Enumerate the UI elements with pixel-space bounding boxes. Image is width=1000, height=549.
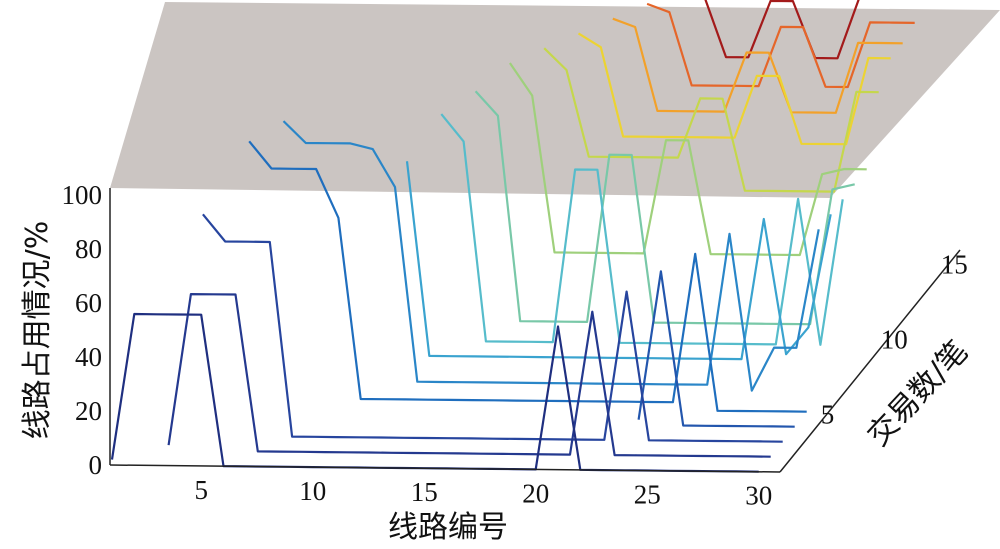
series-line-z8 bbox=[440, 113, 844, 346]
series-line-z13 bbox=[612, 17, 903, 114]
y-axis-label: 线路占用情况/% bbox=[20, 221, 55, 440]
axes-frame bbox=[109, 188, 961, 473]
x-tick-label: 20 bbox=[522, 478, 549, 508]
series-line-z1 bbox=[110, 312, 759, 473]
z-tick-label: 10 bbox=[881, 325, 908, 355]
x-axis-label: 线路编号 bbox=[388, 510, 508, 545]
x-tick-label: 30 bbox=[745, 481, 772, 511]
z-tick-label: 15 bbox=[941, 250, 968, 280]
series-line-z2 bbox=[167, 293, 771, 458]
z-tick-label: 5 bbox=[821, 400, 835, 430]
y-tick-label: 60 bbox=[75, 288, 102, 318]
series-line-z5 bbox=[248, 140, 807, 413]
z-axis-line bbox=[779, 249, 961, 473]
y-tick-label: 40 bbox=[75, 342, 102, 372]
z-tick-labels: 5 10 15 bbox=[821, 250, 968, 430]
series-line-z3 bbox=[202, 213, 783, 443]
series-line-z10 bbox=[508, 62, 867, 257]
y-tick-label: 0 bbox=[89, 450, 103, 480]
series-line-z4 bbox=[637, 270, 795, 428]
series-line-z6 bbox=[282, 120, 820, 392]
reference-plane-100 bbox=[110, 2, 1000, 198]
x-tick-label: 10 bbox=[299, 476, 326, 506]
y-tick-labels: 0 20 40 60 80 100 bbox=[62, 180, 103, 480]
y-tick-label: 100 bbox=[62, 180, 103, 210]
series-line-z11 bbox=[543, 47, 879, 193]
x-tick-labels: 5 10 15 20 25 30 bbox=[194, 475, 772, 511]
y-tick-label: 20 bbox=[75, 396, 102, 426]
x-axis-line bbox=[109, 464, 781, 473]
series-line-z14 bbox=[646, 2, 915, 89]
series-line-z7 bbox=[405, 161, 832, 361]
x-tick-label: 25 bbox=[634, 480, 661, 510]
series-line-z9 bbox=[474, 90, 855, 326]
y-tick-label: 80 bbox=[75, 234, 102, 264]
series-group bbox=[110, 0, 915, 473]
series-line-z12 bbox=[577, 32, 891, 146]
x-tick-label: 15 bbox=[411, 477, 438, 507]
x-tick-label: 5 bbox=[194, 475, 208, 505]
